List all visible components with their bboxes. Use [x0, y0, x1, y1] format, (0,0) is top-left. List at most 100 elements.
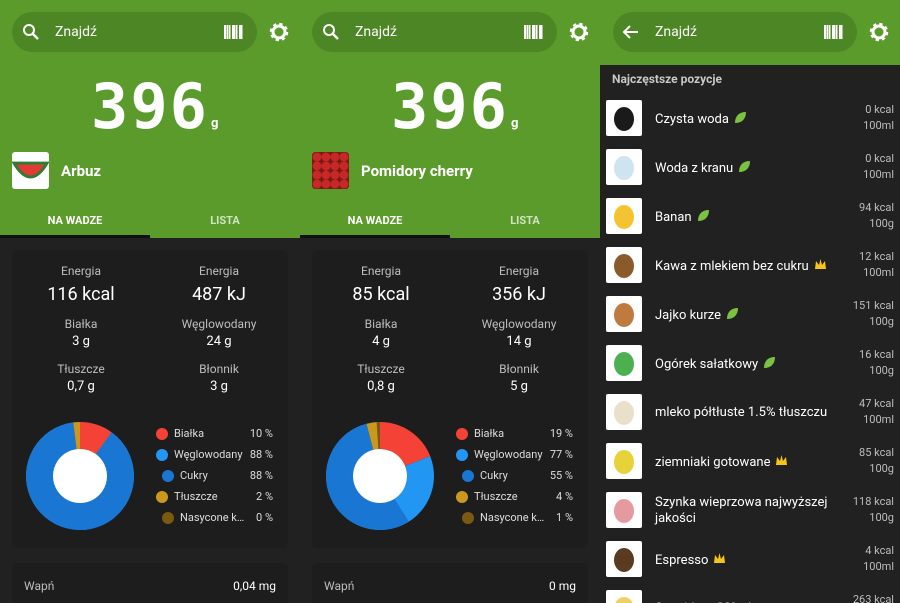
tomatoes-bg — [312, 152, 349, 189]
nutrient-value: 5 g — [510, 379, 528, 394]
nutrient-value: 356 kJ — [492, 284, 546, 305]
item-image — [606, 100, 642, 136]
donut-slice — [376, 422, 380, 450]
handle — [32, 33, 39, 40]
tomato — [339, 170, 349, 180]
bar-stripe — [527, 25, 529, 39]
item-name[interactable]: Czysta woda — [655, 111, 850, 128]
back-icon[interactable] — [619, 20, 643, 44]
nutrient-label: Energia — [61, 264, 101, 278]
item-name[interactable]: Espresso — [655, 552, 850, 569]
item-image — [606, 198, 642, 234]
barcode-icon[interactable] — [221, 20, 245, 44]
search-input[interactable]: Znajdź — [655, 24, 697, 40]
legend-value: 10 % — [249, 427, 273, 440]
barcode-icon[interactable] — [821, 20, 845, 44]
item-portion: 100g — [869, 363, 894, 377]
item-kcal: 47 kcal — [859, 396, 894, 410]
food-name: Arbuz — [61, 162, 102, 180]
item-name[interactable]: Szynka wieprzowa najwyższej jakości — [655, 494, 828, 526]
bar-stripe — [532, 25, 535, 39]
tomato — [321, 152, 331, 162]
item-name[interactable]: ziemniaki gotowane — [655, 454, 850, 471]
tab[interactable]: NA WADZE — [47, 214, 103, 227]
leaf — [726, 307, 738, 319]
legend-label: Cukry — [180, 469, 208, 482]
item-image — [606, 541, 642, 577]
item-name[interactable]: Kawa z mlekiem bez cukru — [655, 258, 850, 275]
gear-icon[interactable] — [867, 20, 891, 44]
weight-display: 396 — [391, 70, 509, 143]
legend-dot — [156, 449, 168, 461]
tomato — [312, 161, 322, 171]
bar-stripe — [234, 25, 236, 39]
bar-stripe — [832, 25, 835, 39]
nutrient-label: Energia — [199, 264, 239, 278]
thumb-food — [614, 254, 634, 278]
gear-icon[interactable] — [267, 20, 291, 44]
legend-dot — [162, 470, 174, 482]
item-name[interactable]: Jajko kurze — [655, 307, 850, 324]
item-kcal: 16 kcal — [859, 347, 894, 361]
food-image — [12, 152, 49, 189]
item-portion: 100ml — [863, 118, 894, 132]
item-name[interactable]: Woda z kranu — [655, 160, 850, 177]
bar-stripe — [529, 25, 531, 39]
crown-badge — [814, 258, 826, 269]
nutrient-value: 85 kcal — [352, 284, 410, 305]
bar-stripe — [824, 25, 827, 39]
bar-stripe — [839, 25, 842, 39]
mineral-value: 0 mg — [549, 579, 576, 593]
mineral-value: 0,04 mg — [233, 579, 276, 593]
bar-stripe — [841, 25, 843, 39]
item-image — [606, 149, 642, 185]
donut-slice — [73, 422, 80, 450]
bar-stripe — [541, 25, 543, 39]
nutrient-value: 3 g — [210, 379, 228, 394]
search-icon[interactable] — [19, 20, 43, 44]
bar-stripe — [829, 25, 831, 39]
nutrient-label: Tłuszcze — [57, 362, 105, 376]
section-heading: Najczęstsze pozycje — [612, 72, 722, 86]
donut-hole — [53, 449, 107, 503]
tomato — [330, 152, 340, 162]
search-placeholder[interactable]: Znajdź — [355, 24, 397, 40]
item-kcal: 12 kcal — [859, 249, 894, 263]
gear-body — [571, 24, 587, 40]
mineral-label: Wapń — [24, 579, 55, 593]
nutrient-label: Białka — [64, 317, 98, 331]
legend-label: Węglowodany — [474, 448, 543, 461]
item-name[interactable]: Ogórek sałatkowy — [655, 356, 850, 373]
item-name[interactable]: Banan — [655, 209, 850, 226]
search-bar[interactable] — [12, 12, 257, 52]
gear-icon[interactable] — [567, 20, 591, 44]
thumb-food — [615, 597, 633, 603]
tab[interactable]: LISTA — [210, 214, 240, 227]
bar-stripe — [229, 25, 231, 39]
tomato — [321, 161, 331, 171]
item-name[interactable]: Ser eidam 30% tłuszczu, w... — [655, 601, 850, 603]
search-bar[interactable] — [613, 12, 857, 52]
leaf-badge — [764, 356, 776, 368]
leaf — [739, 160, 751, 172]
bar-stripe — [224, 25, 227, 39]
nutrient-label: Energia — [361, 264, 401, 278]
tab[interactable]: LISTA — [510, 214, 540, 227]
watermelon — [12, 161, 49, 179]
item-portion: 100ml — [863, 559, 894, 573]
tab[interactable]: NA WADZE — [347, 214, 403, 227]
tomato — [330, 161, 340, 171]
item-name[interactable]: mleko półtłuste 1.5% tłuszczu — [655, 404, 828, 420]
search-placeholder[interactable]: Znajdź — [55, 24, 97, 40]
search-icon[interactable] — [319, 20, 343, 44]
donut-slice — [26, 422, 135, 530]
barcode-icon[interactable] — [521, 20, 545, 44]
tomato — [312, 152, 322, 162]
thumb-food — [614, 107, 634, 131]
item-portion: 100ml — [863, 265, 894, 279]
bar-stripe — [539, 25, 542, 39]
crown-badge — [776, 454, 788, 465]
search-bar[interactable] — [312, 12, 557, 52]
thumb-food — [614, 352, 634, 376]
legend-value: 77 % — [549, 448, 573, 461]
